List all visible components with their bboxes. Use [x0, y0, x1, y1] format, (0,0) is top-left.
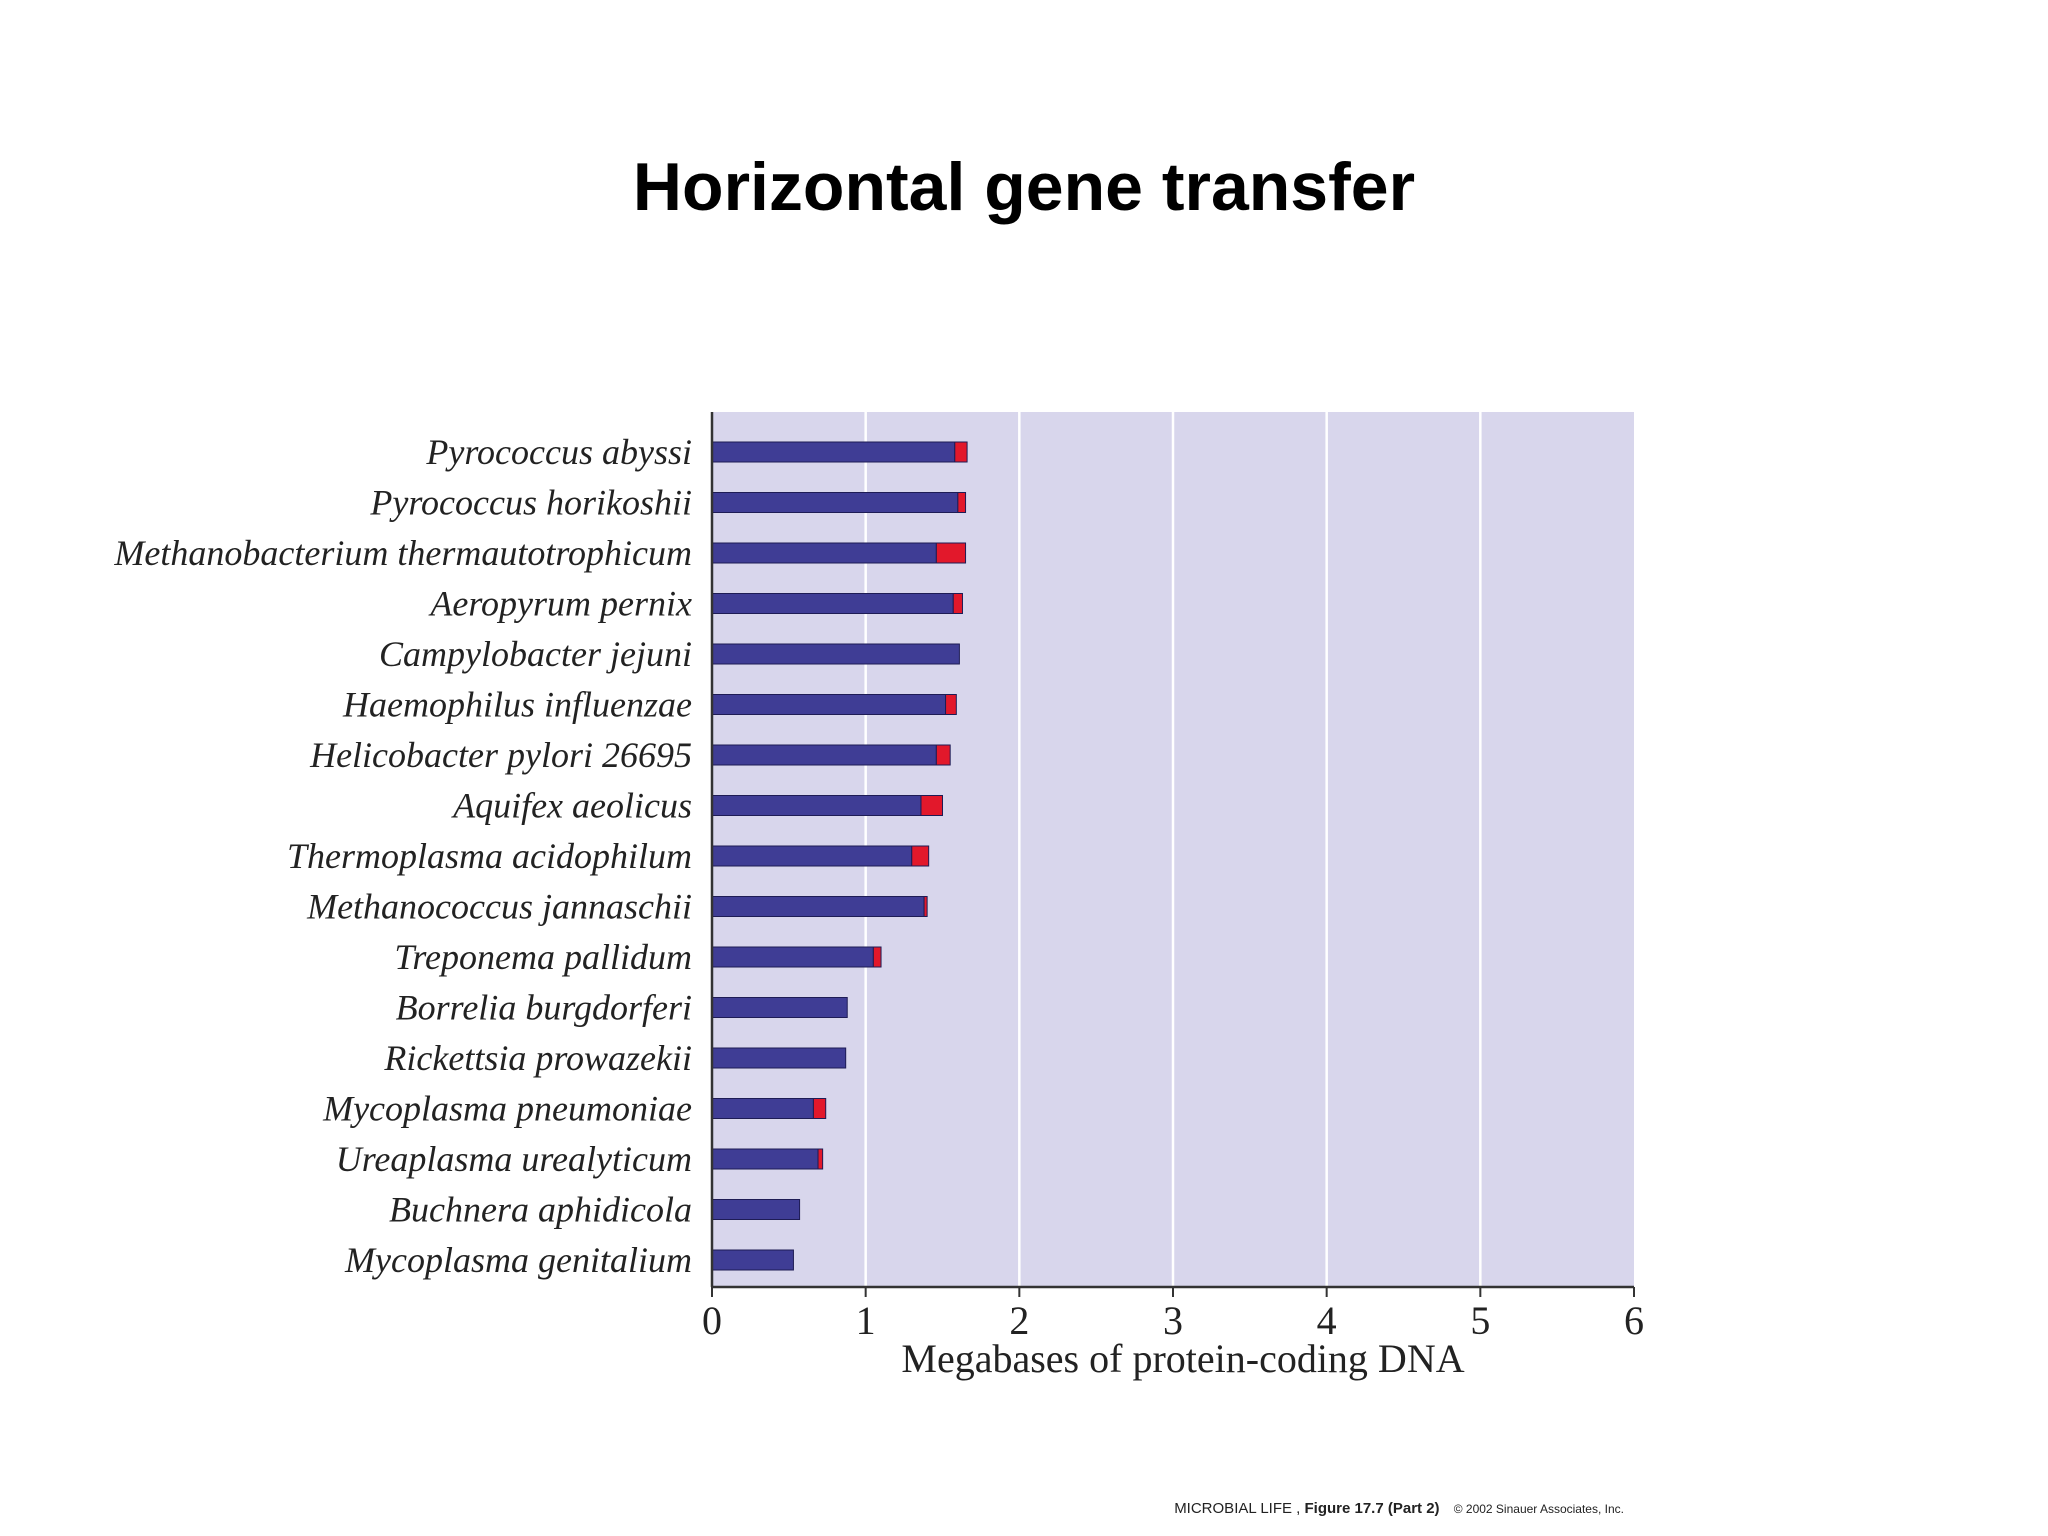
- bar-segment-primary: [711, 1148, 819, 1170]
- bar-segment-transferred: [920, 795, 944, 816]
- category-label: Mycoplasma genitalium: [344, 1240, 692, 1280]
- x-axis-label: Megabases of protein-coding DNA: [901, 1336, 1464, 1381]
- credit-figure: Figure 17.7 (Part 2): [1304, 1500, 1440, 1517]
- bar-segment-primary: [711, 441, 956, 463]
- bar-segment-transferred: [812, 1098, 827, 1119]
- category-labels: Pyrococcus abyssi Pyrococcus horikoshii Me…: [113, 432, 692, 1280]
- x-tick-labels: 0 1 2 3 4 5 6: [702, 1298, 1644, 1343]
- category-label: Treponema pallidum: [394, 937, 692, 977]
- bar-segment-primary: [711, 997, 848, 1018]
- bar-segment-primary: [711, 492, 959, 513]
- category-label: Buchnera aphidicola: [389, 1190, 692, 1230]
- bar-segment-primary: [711, 593, 954, 614]
- bar-segment-transferred: [872, 946, 882, 968]
- bar-segment-transferred: [952, 593, 963, 614]
- bar-segment-primary: [711, 1047, 847, 1069]
- slide-title: Horizontal gene transfer: [632, 149, 1416, 225]
- bar-segment-primary: [711, 643, 960, 665]
- bar-segment-primary: [711, 795, 922, 816]
- x-tick-label: 1: [856, 1298, 876, 1343]
- category-label: Methanococcus jannaschii: [306, 887, 692, 927]
- x-tick-label: 4: [1317, 1298, 1337, 1343]
- bar-segment-transferred: [957, 492, 967, 513]
- figure-credit: MICROBIAL LIFE , Figure 17.7 (Part 2) © …: [1174, 1500, 1624, 1517]
- bar-segment-transferred: [923, 896, 928, 917]
- credit-book: MICROBIAL LIFE ,: [1174, 1500, 1301, 1517]
- category-label: Aquifex aeolicus: [451, 786, 692, 826]
- bar-segment-transferred: [954, 441, 968, 463]
- credit-copyright: © 2002 Sinauer Associates, Inc.: [1453, 1502, 1624, 1516]
- bar-segment-transferred: [945, 694, 957, 715]
- bar-segment-primary: [711, 1098, 814, 1119]
- bar-segment-primary: [711, 744, 937, 766]
- bar-segment-primary: [711, 845, 913, 867]
- x-tick-label: 0: [702, 1298, 722, 1343]
- bars: [711, 441, 968, 1271]
- category-label: Helicobacter pylori 26695: [309, 735, 692, 775]
- bar-segment-transferred: [935, 744, 951, 766]
- x-tick-label: 6: [1624, 1298, 1644, 1343]
- bar-segment-transferred: [911, 845, 930, 867]
- bar-segment-primary: [711, 946, 874, 968]
- bar-segment-primary: [711, 896, 925, 917]
- x-axis: [710, 412, 1635, 1297]
- category-label: Rickettsia prowazekii: [383, 1038, 692, 1078]
- category-label: Thermoplasma acidophilum: [287, 836, 692, 876]
- category-label: Campylobacter jejuni: [379, 634, 692, 674]
- category-label: Ureaplasma urealyticum: [336, 1139, 692, 1179]
- bar-segment-primary: [711, 1199, 801, 1220]
- bar-segment-transferred: [817, 1148, 824, 1170]
- category-label: Pyrococcus abyssi: [425, 432, 692, 472]
- category-label: Haemophilus influenzae: [342, 685, 692, 725]
- x-tick-label: 3: [1163, 1298, 1183, 1343]
- bar-segment-primary: [711, 542, 937, 564]
- x-tick-label: 5: [1470, 1298, 1490, 1343]
- category-label: Methanobacterium thermautotrophicum: [113, 533, 692, 573]
- x-tick-label: 2: [1009, 1298, 1029, 1343]
- bar-segment-primary: [711, 694, 947, 715]
- bar-segment-primary: [711, 1249, 794, 1271]
- category-label: Aeropyrum pernix: [428, 584, 692, 624]
- category-label: Pyrococcus horikoshii: [369, 483, 692, 523]
- bar-segment-transferred: [935, 542, 967, 564]
- category-label: Borrelia burgdorferi: [396, 988, 692, 1028]
- category-label: Mycoplasma pneumoniae: [322, 1089, 692, 1129]
